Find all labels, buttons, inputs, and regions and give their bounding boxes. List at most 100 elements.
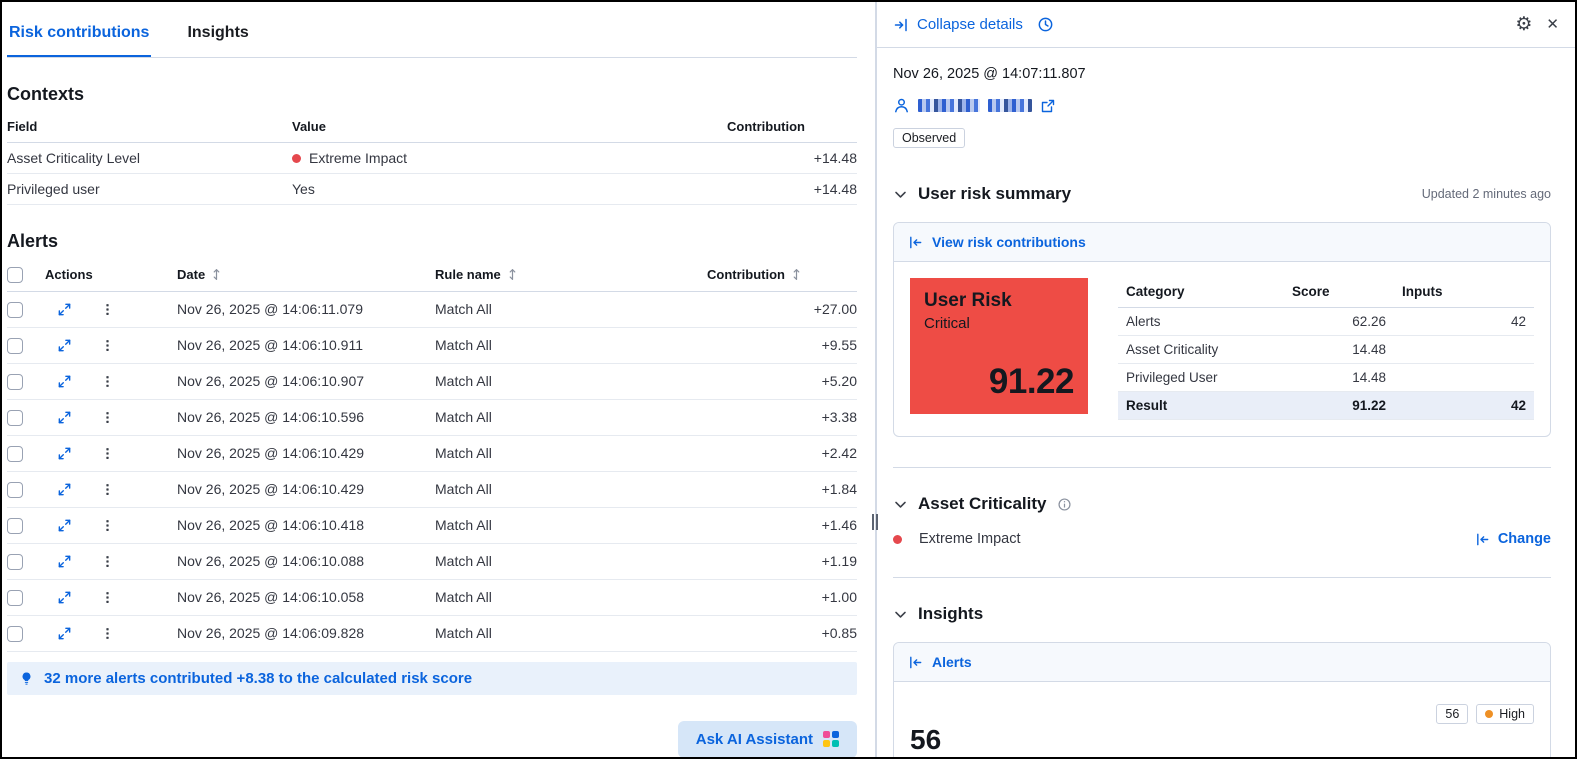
expand-alert-icon[interactable] (57, 590, 72, 605)
alert-rule-name: Match All (435, 435, 707, 472)
breakdown-category: Result (1118, 391, 1284, 420)
redacted-username (918, 99, 980, 112)
alert-row: Nov 26, 2025 @ 14:06:10.429 Match All +1… (7, 471, 857, 508)
context-row: Asset Criticality Level Extreme Impact +… (7, 142, 857, 174)
row-checkbox[interactable] (7, 301, 23, 318)
alert-rule-name: Match All (435, 327, 707, 364)
row-checkbox[interactable] (7, 517, 23, 534)
expand-alert-icon[interactable] (57, 482, 72, 497)
collapse-details-label: Collapse details (917, 16, 1023, 33)
more-actions-icon[interactable] (100, 374, 115, 389)
contexts-col-field: Field (7, 109, 292, 143)
more-actions-icon[interactable] (100, 626, 115, 641)
context-contribution: +14.48 (727, 173, 857, 205)
row-checkbox[interactable] (7, 481, 23, 498)
alert-row: Nov 26, 2025 @ 14:06:10.596 Match All +3… (7, 399, 857, 436)
asset-criticality-title: Asset Criticality (918, 494, 1047, 513)
chevron-down-icon (895, 501, 906, 508)
more-actions-icon[interactable] (100, 554, 115, 569)
more-actions-icon[interactable] (100, 518, 115, 533)
breakdown-inputs (1394, 363, 1534, 392)
alert-row: Nov 26, 2025 @ 14:06:10.418 Match All +1… (7, 507, 857, 544)
expand-alert-icon[interactable] (57, 554, 72, 569)
expand-alert-icon[interactable] (57, 626, 72, 641)
change-criticality-label: Change (1497, 531, 1551, 547)
alert-rule-name: Match All (435, 543, 707, 580)
observed-badge: Observed (893, 128, 966, 148)
tab-risk-contributions[interactable]: Risk contributions (7, 2, 151, 57)
alert-row: Nov 26, 2025 @ 14:06:10.907 Match All +5… (7, 363, 857, 400)
risk-contributions-panel: Risk contributions Insights Contexts Fie… (2, 2, 875, 757)
alerts-severity-badges: 56 High (1436, 704, 1534, 724)
alerts-col-rule: Rule name (435, 266, 501, 282)
alerts-header-row: Actions Date Rule name (7, 258, 857, 292)
insights-title: Insights (918, 604, 984, 623)
row-checkbox[interactable] (7, 589, 23, 606)
alerts-col-contribution: Contribution (707, 266, 785, 282)
risk-summary-panel-head: View risk contributions (894, 223, 1550, 262)
row-checkbox[interactable] (7, 625, 23, 642)
panel-resize-handle[interactable] (869, 514, 881, 530)
more-actions-icon[interactable] (100, 302, 115, 317)
more-actions-icon[interactable] (100, 590, 115, 605)
close-flyout-icon[interactable]: ✕ (1546, 16, 1559, 33)
user-risk-summary-accordion[interactable]: User risk summary Updated 2 minutes ago (893, 184, 1551, 204)
expand-alert-icon[interactable] (57, 410, 72, 425)
insights-accordion[interactable]: Insights (893, 604, 1551, 624)
expand-alert-icon[interactable] (57, 374, 72, 389)
select-all-checkbox[interactable] (7, 266, 23, 283)
flyout-header: Collapse details ⚙ ✕ (877, 2, 1575, 48)
more-actions-icon[interactable] (100, 482, 115, 497)
expand-alert-icon[interactable] (57, 446, 72, 461)
more-actions-icon[interactable] (100, 410, 115, 425)
expand-alert-icon[interactable] (57, 302, 72, 317)
contexts-col-contribution: Contribution (727, 109, 857, 143)
ask-ai-assistant-button[interactable]: Ask AI Assistant (677, 720, 857, 757)
info-icon[interactable] (1057, 497, 1072, 512)
external-link-icon[interactable] (1040, 98, 1056, 114)
alert-date: Nov 26, 2025 @ 14:06:11.079 (177, 291, 435, 328)
breakdown-row: Asset Criticality 14.48 (1118, 335, 1534, 364)
row-checkbox[interactable] (7, 445, 23, 462)
alert-contribution: +1.19 (707, 543, 857, 580)
alerts-col-date-sort[interactable]: Date (177, 267, 223, 282)
collapse-details-button[interactable]: Collapse details (893, 16, 1023, 33)
event-timestamp: Nov 26, 2025 @ 14:07:11.807 (893, 66, 1086, 82)
alert-contribution: +27.00 (707, 291, 857, 328)
alerts-col-rule-sort[interactable]: Rule name (435, 267, 519, 282)
risk-breakdown-table: Category Score Inputs Alerts 62.26 (1118, 278, 1534, 420)
row-checkbox[interactable] (7, 409, 23, 426)
settings-gear-icon[interactable]: ⚙ (1515, 14, 1533, 35)
expand-alert-icon[interactable] (57, 338, 72, 353)
alert-rule-name: Match All (435, 291, 707, 328)
alert-contribution: +2.42 (707, 435, 857, 472)
more-actions-icon[interactable] (100, 446, 115, 461)
breakdown-col-score: Score (1284, 278, 1394, 308)
asset-criticality-accordion[interactable]: Asset Criticality (893, 494, 1551, 514)
more-actions-icon[interactable] (100, 338, 115, 353)
user-risk-summary-title: User risk summary (918, 184, 1072, 203)
row-checkbox[interactable] (7, 553, 23, 570)
alert-date: Nov 26, 2025 @ 14:06:10.058 (177, 579, 435, 616)
arrow-start-icon (910, 236, 922, 248)
history-icon[interactable] (1037, 16, 1054, 33)
entity-summary-panel: Collapse details ⚙ ✕ Nov 26, 2025 @ 14:0… (877, 2, 1575, 757)
tab-insights[interactable]: Insights (187, 24, 249, 41)
row-checkbox[interactable] (7, 373, 23, 390)
sort-icon (793, 268, 800, 280)
alert-row: Nov 26, 2025 @ 14:06:10.429 Match All +2… (7, 435, 857, 472)
sort-icon (213, 268, 220, 280)
alert-rule-name: Match All (435, 579, 707, 616)
insights-alerts-link[interactable]: Alerts (932, 654, 972, 670)
view-risk-contributions-link[interactable]: View risk contributions (932, 234, 1086, 250)
alert-rule-name: Match All (435, 399, 707, 436)
alert-contribution: +0.85 (707, 615, 857, 652)
row-checkbox[interactable] (7, 337, 23, 354)
breakdown-category: Asset Criticality (1118, 335, 1284, 364)
expand-alert-icon[interactable] (57, 518, 72, 533)
alert-row: Nov 26, 2025 @ 14:06:10.088 Match All +1… (7, 543, 857, 580)
user-identity-row (893, 97, 1551, 114)
change-criticality-link[interactable]: Change (1475, 531, 1551, 547)
breakdown-row: Privileged User 14.48 (1118, 363, 1534, 392)
alerts-col-contribution-sort[interactable]: Contribution (707, 267, 803, 282)
